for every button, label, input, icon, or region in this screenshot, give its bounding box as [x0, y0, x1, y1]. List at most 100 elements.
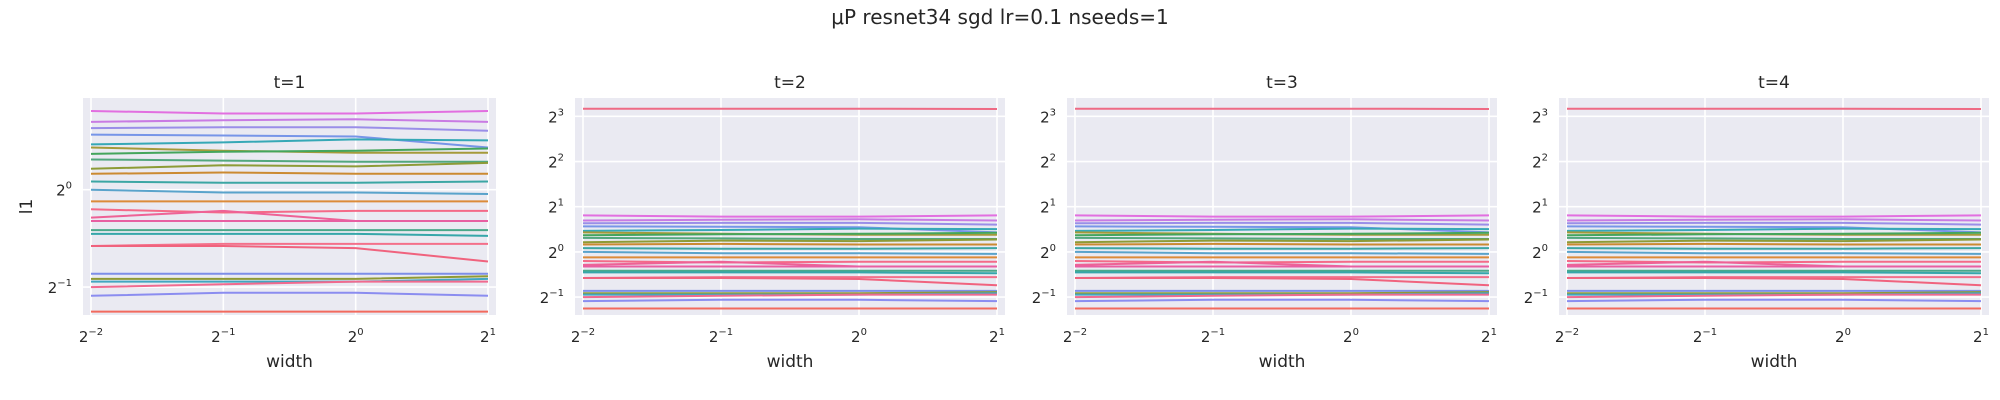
y-tick-label: 21: [1532, 198, 1548, 217]
series-line-19: [1567, 271, 1982, 275]
series-line-19: [1075, 271, 1490, 275]
subplot-2: 2−2 2−1 20 21 2−1 20 21 22 23 t=2 width: [540, 73, 1005, 372]
series-line-15: [1566, 260, 1981, 264]
series-line-3: [90, 126, 489, 132]
x-axis-label: width: [1259, 352, 1306, 372]
series-line-10: [1566, 238, 1982, 244]
series-line-12: [1074, 247, 1490, 250]
series-line-20: [91, 245, 489, 263]
y-tick-label: 22: [548, 153, 564, 172]
series-line-11: [1074, 242, 1489, 246]
series-line-21: [583, 277, 998, 287]
series-line-8: [90, 158, 488, 163]
series-line-4: [1566, 221, 1982, 226]
x-tick-label: 20: [851, 327, 867, 346]
series-line-23: [91, 277, 489, 283]
subplot-4: 2−2 2−1 20 21 2−1 20 21 22 23 t=4 width: [1524, 73, 1989, 372]
subplot-title: t=4: [1758, 73, 1790, 93]
y-tick-label: 2−1: [1032, 288, 1056, 307]
x-axis-label: width: [266, 352, 313, 372]
series-line-2: [582, 214, 998, 218]
y-tick-label: 20: [56, 181, 72, 200]
y-tick-label: 2−1: [540, 288, 564, 307]
series-line-8: [1074, 231, 1490, 237]
series-line-6: [1566, 227, 1982, 232]
x-axis-label: width: [767, 352, 814, 372]
series-line-10: [90, 171, 488, 175]
series-line-11: [582, 242, 997, 246]
x-tick-label: 21: [1973, 327, 1989, 346]
series-line-6: [1074, 227, 1490, 232]
series-line-23: [1075, 291, 1490, 295]
subplot-1: 2−2 2−1 20 21 2−1 20 t=1 width l1: [17, 73, 496, 372]
x-tick-label: 2−2: [1555, 327, 1579, 346]
series-line-24: [90, 280, 488, 289]
y-axis-label: l1: [17, 199, 37, 215]
series-line-12: [582, 247, 998, 250]
y-tick-label: 23: [1532, 107, 1548, 126]
series-line-7: [90, 147, 489, 155]
x-tick-label: 2−2: [571, 327, 595, 346]
series-line-3: [582, 218, 998, 222]
x-tick-label: 2−1: [211, 327, 235, 346]
series-line-4: [582, 221, 998, 226]
x-tick-label: 2−2: [79, 327, 103, 346]
x-tick-label: 20: [348, 327, 364, 346]
series-line-25: [90, 291, 489, 297]
y-tick-label: 22: [1040, 153, 1056, 172]
series-line-8: [582, 231, 998, 237]
series-line-19: [583, 271, 998, 275]
y-tick-label: 23: [548, 107, 564, 126]
series-line-25: [582, 293, 997, 299]
series-line-2: [90, 118, 489, 123]
series-line-19: [90, 242, 488, 247]
series-line-13: [1074, 250, 1490, 255]
series-line-21: [1567, 277, 1982, 287]
series-line-22: [91, 275, 489, 280]
y-tick-label: 2−1: [1524, 288, 1548, 307]
series-line-25: [1074, 293, 1489, 299]
series-line-11: [1566, 242, 1981, 246]
series-line-12: [1566, 247, 1982, 250]
series-line-3: [1566, 218, 1982, 222]
series-line-9: [582, 236, 997, 240]
x-tick-label: 2−2: [1063, 327, 1087, 346]
series-line-26: [1074, 298, 1490, 303]
y-tick-label: 21: [1040, 198, 1056, 217]
series-line-23: [583, 291, 998, 295]
x-tick-label: 20: [1835, 327, 1851, 346]
x-axis-label: width: [1751, 352, 1798, 372]
series-line-6: [582, 227, 998, 232]
series-line-11: [90, 180, 489, 184]
x-tick-label: 21: [480, 327, 496, 346]
series-line-21: [1075, 277, 1490, 287]
x-tick-label: 2−1: [1693, 327, 1717, 346]
series-line-5: [90, 138, 489, 146]
subplot-title: t=1: [274, 73, 306, 93]
subplots: 2−2 2−1 20 21 2−1 20 t=1 width l1 2−2 2−1 20 21 2−1 20…: [17, 73, 1989, 372]
series-line-2: [1074, 214, 1490, 218]
y-tick-label: 2−1: [48, 278, 72, 297]
series-line-4: [90, 133, 489, 149]
series-line-15: [1074, 260, 1489, 264]
series-line-9: [1566, 236, 1981, 240]
series-line-12: [90, 188, 489, 195]
series-line-25: [1566, 293, 1981, 299]
series-line-2: [1566, 214, 1982, 218]
series-line-3: [1074, 218, 1490, 222]
series-line-10: [582, 238, 998, 244]
series-line-13: [582, 250, 998, 255]
series-line-14: [90, 208, 488, 214]
series-line-1: [90, 110, 489, 115]
y-tick-label: 20: [548, 243, 564, 262]
series-line-9: [90, 161, 489, 170]
subplot-title: t=3: [1266, 73, 1298, 93]
x-tick-label: 21: [1481, 327, 1497, 346]
series-line-15: [582, 260, 997, 264]
subplot-3: 2−2 2−1 20 21 2−1 20 21 22 23 t=3 width: [1032, 73, 1497, 372]
y-tick-label: 20: [1040, 243, 1056, 262]
y-tick-label: 22: [1532, 153, 1548, 172]
series-line-13: [1566, 250, 1982, 255]
series-line-9: [1074, 236, 1489, 240]
